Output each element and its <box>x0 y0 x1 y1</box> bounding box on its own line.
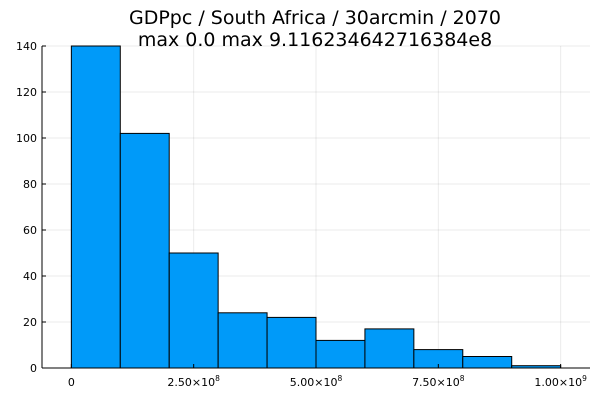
histogram-bar <box>266 316 317 369</box>
x-tick-mantissa: 1.00×10 <box>534 376 582 389</box>
chart-title-line-1: GDPpc / South Africa / 30arcmin / 2070 <box>129 7 501 29</box>
x-tick-label: 7.50×108 <box>412 374 465 389</box>
y-tick-label: 40 <box>23 270 37 283</box>
x-axis-tick-labels: 0 2.50×108 5.00×108 7.50×108 1.00×109 <box>68 374 587 389</box>
x-tick-mantissa: 2.50×10 <box>167 376 215 389</box>
y-tick-label: 120 <box>16 86 37 99</box>
y-tick-label: 100 <box>16 132 37 145</box>
x-tick-label: 2.50×108 <box>167 374 220 389</box>
histogram-bar <box>462 356 513 369</box>
x-tick-mantissa: 7.50×10 <box>412 376 460 389</box>
x-tick-exponent: 9 <box>582 374 587 383</box>
histogram-bar <box>217 312 268 369</box>
x-tick-label: 1.00×109 <box>534 374 587 389</box>
histogram-bar <box>168 252 219 369</box>
y-axis-tick-labels: 0 20 40 60 80 100 120 140 <box>16 40 37 375</box>
histogram-bars <box>70 45 562 369</box>
x-tick-mantissa: 0 <box>68 376 75 389</box>
y-tick-label: 60 <box>23 224 37 237</box>
y-tick-label: 20 <box>23 316 37 329</box>
x-tick-exponent: 8 <box>337 374 342 383</box>
y-tick-label: 0 <box>30 362 37 375</box>
histogram-bar <box>364 328 415 369</box>
histogram-bar <box>315 339 366 369</box>
y-tick-label: 80 <box>23 178 37 191</box>
x-tick-mantissa: 5.00×10 <box>290 376 338 389</box>
x-tick-label: 0 <box>68 376 75 389</box>
x-tick-label: 5.00×108 <box>290 374 343 389</box>
axes <box>41 45 590 369</box>
histogram-bar <box>119 132 170 369</box>
x-tick-exponent: 8 <box>215 374 220 383</box>
histogram-bar <box>70 45 121 369</box>
y-tick-label: 140 <box>16 40 37 53</box>
chart-title-line-2: max 0.0 max 9.116234642716384e8 <box>138 29 492 51</box>
x-tick-exponent: 8 <box>460 374 465 383</box>
